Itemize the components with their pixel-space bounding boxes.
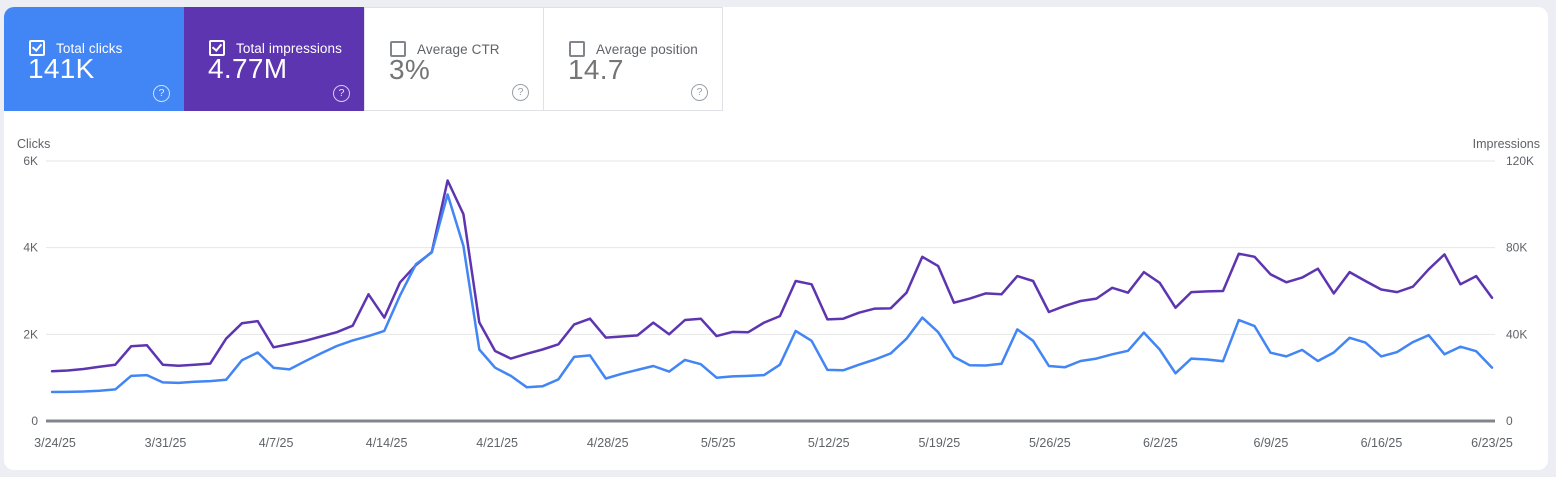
- x-axis-tick-label: 5/19/25: [918, 436, 960, 450]
- help-icon[interactable]: ?: [691, 84, 708, 101]
- x-axis-tick-label: 4/28/25: [587, 436, 629, 450]
- right-axis-tick-label: 40K: [1506, 327, 1527, 341]
- left-axis-tick-label: 2K: [23, 327, 38, 341]
- left-axis-title: Clicks: [17, 137, 50, 151]
- total-clicks-checkbox[interactable]: [29, 40, 45, 56]
- metric-cards-row: Total clicks 141K ? Total impressions 4.…: [4, 7, 723, 111]
- metric-label: Total clicks: [56, 40, 123, 56]
- metric-label: Average position: [596, 41, 698, 57]
- performance-chart[interactable]: 0 0 2K 40K 4K 80K 6K 120K Clicks Impressions 3/24/…: [4, 7, 1548, 470]
- x-axis-tick-label: 6/9/25: [1254, 436, 1289, 450]
- metric-card-total-clicks[interactable]: Total clicks 141K ?: [4, 7, 184, 111]
- x-axis-tick-label: 4/7/25: [259, 436, 294, 450]
- right-axis-title: Impressions: [1473, 137, 1540, 151]
- right-axis-tick-label: 0: [1506, 414, 1513, 428]
- x-axis-tick-label: 3/24/25: [34, 436, 76, 450]
- x-axis-tick-label: 5/12/25: [808, 436, 850, 450]
- average-ctr-checkbox[interactable]: [390, 41, 406, 57]
- impressions-line[interactable]: [50, 179, 1494, 373]
- x-axis-tick-label: 6/2/25: [1143, 436, 1178, 450]
- help-icon[interactable]: ?: [153, 85, 170, 102]
- right-axis-tick-label: 80K: [1506, 241, 1527, 255]
- left-axis-tick-label: 0: [31, 414, 38, 428]
- x-axis-tick-label: 4/21/25: [476, 436, 518, 450]
- total-impressions-checkbox[interactable]: [209, 40, 225, 56]
- help-icon[interactable]: ?: [333, 85, 350, 102]
- right-axis-tick-label: 120K: [1506, 154, 1534, 168]
- metric-value: 3%: [389, 54, 431, 85]
- x-axis-tick-label: 5/26/25: [1029, 436, 1071, 450]
- metric-card-total-impressions[interactable]: Total impressions 4.77M ?: [184, 7, 364, 111]
- left-axis-tick-label: 6K: [23, 154, 38, 168]
- average-position-checkbox[interactable]: [569, 41, 585, 57]
- metric-card-average-position[interactable]: Average position 14.7 ?: [543, 7, 723, 111]
- x-axis-tick-label: 4/14/25: [366, 436, 408, 450]
- performance-chart-card: Total clicks 141K ? Total impressions 4.…: [4, 7, 1548, 470]
- clicks-line[interactable]: [50, 193, 1494, 394]
- x-axis-tick-label: 5/5/25: [701, 436, 736, 450]
- metric-label: Average CTR: [417, 41, 500, 57]
- metric-value: 4.77M: [208, 53, 288, 84]
- left-axis-tick-label: 4K: [23, 241, 38, 255]
- help-icon[interactable]: ?: [512, 84, 529, 101]
- metric-value: 141K: [28, 53, 95, 84]
- x-axis-tick-label: 6/16/25: [1361, 436, 1403, 450]
- metric-card-average-ctr[interactable]: Average CTR 3% ?: [364, 7, 544, 111]
- x-axis-tick-label: 6/23/25: [1471, 436, 1513, 450]
- metric-value: 14.7: [568, 54, 624, 85]
- metric-label: Total impressions: [236, 40, 342, 56]
- x-axis-tick-label: 3/31/25: [145, 436, 187, 450]
